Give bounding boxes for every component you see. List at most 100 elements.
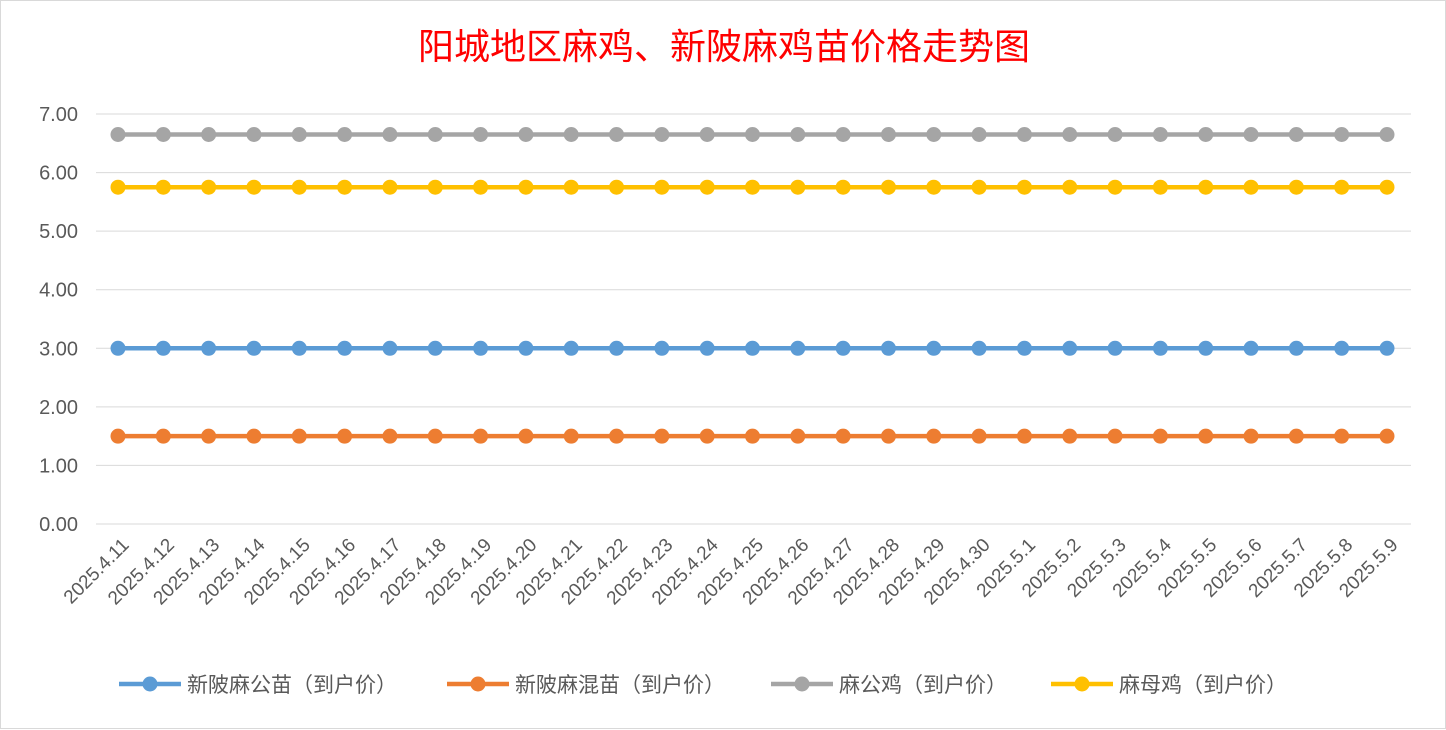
data-point [745, 428, 760, 444]
data-point [835, 340, 851, 356]
legend-item: 新陂麻混苗（到户价） [447, 673, 725, 697]
data-point [337, 340, 353, 356]
data-point [654, 340, 670, 356]
data-point [1379, 340, 1395, 356]
data-point [246, 127, 262, 142]
data-point [473, 179, 489, 195]
data-point [971, 179, 987, 195]
data-point [926, 428, 942, 444]
chart-title: 阳城地区麻鸡、新陂麻鸡苗价格走势图 [417, 27, 1030, 68]
data-point [473, 127, 489, 142]
data-point [246, 428, 262, 444]
data-point [563, 340, 579, 356]
data-point [1334, 127, 1350, 142]
series-3 [110, 127, 1395, 142]
x-axis-ticks: 2025.4.112025.4.122025.4.132025.4.142025… [60, 534, 1403, 609]
data-point [518, 428, 534, 444]
data-point [155, 127, 171, 142]
data-point [337, 428, 353, 444]
data-point [291, 340, 307, 356]
data-point [835, 428, 851, 444]
data-point [1288, 179, 1304, 195]
data-point [1016, 127, 1032, 142]
y-tick-label: 1.00 [39, 455, 78, 477]
data-point [971, 127, 987, 142]
data-point [1379, 428, 1395, 444]
data-point [427, 127, 443, 142]
data-point [155, 340, 171, 356]
data-point [835, 179, 851, 195]
data-point [609, 340, 625, 356]
data-point [926, 340, 942, 356]
data-point [1243, 127, 1259, 142]
data-point [291, 179, 307, 195]
data-point [1016, 179, 1032, 195]
y-tick-label: 5.00 [39, 221, 78, 243]
gridlines [96, 113, 1411, 525]
data-point [1062, 340, 1078, 356]
legend-label: 新陂麻混苗（到户价） [515, 673, 725, 697]
data-point [110, 340, 126, 356]
data-point [790, 127, 806, 142]
data-point [1198, 428, 1214, 444]
legend-marker [142, 676, 158, 692]
data-point [699, 127, 715, 142]
data-point [880, 340, 896, 356]
y-tick-label: 2.00 [39, 397, 78, 419]
data-point [1016, 428, 1032, 444]
data-point [563, 127, 579, 142]
data-point [1198, 179, 1214, 195]
series-4 [110, 179, 1395, 195]
data-point [654, 428, 670, 444]
data-point [427, 179, 443, 195]
data-point [1243, 340, 1259, 356]
data-point [1334, 179, 1350, 195]
data-point [382, 127, 398, 142]
data-point [1243, 179, 1259, 195]
data-point [926, 179, 942, 195]
series-1 [110, 340, 1395, 356]
data-point [518, 340, 534, 356]
data-point [1334, 340, 1350, 356]
data-point [1288, 127, 1304, 142]
data-point [654, 179, 670, 195]
data-point [382, 340, 398, 356]
data-point [971, 428, 987, 444]
y-tick-label: 7.00 [39, 104, 78, 126]
data-point [790, 340, 806, 356]
data-point [699, 428, 715, 444]
data-point [473, 428, 489, 444]
data-point [337, 127, 353, 142]
data-point [382, 428, 398, 444]
data-point [1152, 340, 1168, 356]
data-point [1107, 179, 1123, 195]
data-point [1288, 428, 1304, 444]
data-point [835, 127, 851, 142]
data-point [518, 127, 534, 142]
data-point [291, 127, 307, 142]
data-point [110, 127, 126, 142]
data-point [1243, 428, 1259, 444]
data-point [155, 179, 171, 195]
data-point [563, 179, 579, 195]
data-point [1062, 179, 1078, 195]
data-point [790, 428, 806, 444]
data-point [1152, 127, 1168, 142]
data-point [1198, 127, 1214, 142]
legend-item: 麻公鸡（到户价） [771, 673, 1007, 697]
data-point [382, 179, 398, 195]
data-point [246, 179, 262, 195]
y-tick-label: 0.00 [39, 514, 78, 536]
data-point [291, 428, 307, 444]
series-2 [110, 428, 1395, 444]
data-point [155, 428, 171, 444]
data-point [1062, 428, 1078, 444]
data-point [1152, 179, 1168, 195]
data-point [609, 127, 625, 142]
data-point [201, 179, 217, 195]
legend-label: 新陂麻公苗（到户价） [187, 673, 397, 697]
data-point [745, 340, 760, 356]
data-point [563, 428, 579, 444]
